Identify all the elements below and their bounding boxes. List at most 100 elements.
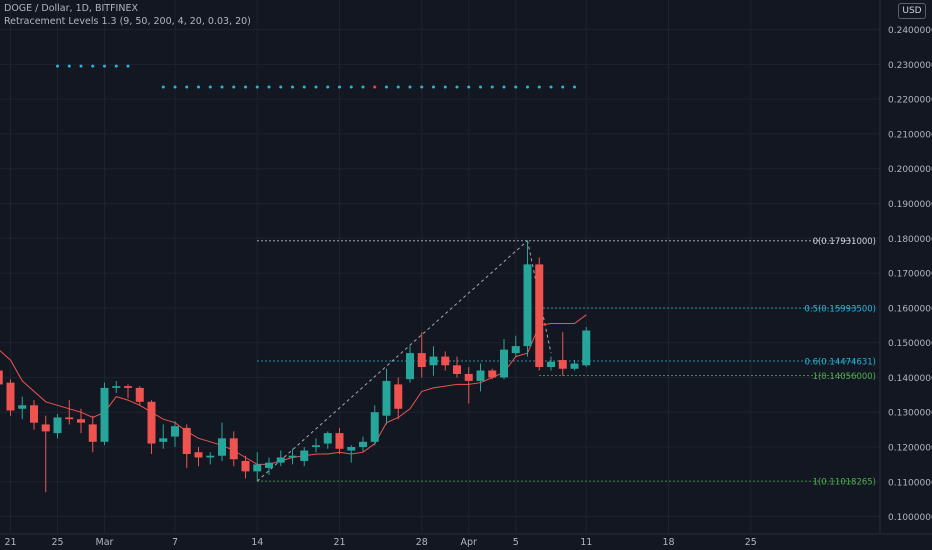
candle	[312, 438, 320, 453]
candle-body	[206, 455, 215, 458]
candle-body	[135, 387, 144, 402]
candle	[347, 445, 356, 463]
indicator-dot	[79, 64, 83, 68]
indicator-dot	[514, 85, 518, 89]
candle	[206, 452, 215, 465]
y-tick-label: 0.10000000	[888, 513, 932, 523]
candle-body	[511, 346, 520, 354]
candle-body	[312, 445, 320, 448]
candle-body	[112, 386, 121, 388]
candle	[535, 257, 544, 371]
candle-body	[558, 360, 567, 369]
indicator-dot	[549, 85, 553, 89]
candle	[370, 405, 379, 446]
indicator-dot	[126, 64, 130, 68]
fib-level-label: 0.6(0.14474631)	[804, 357, 876, 367]
candle-body	[159, 438, 168, 442]
candle-body	[523, 264, 532, 347]
candle	[229, 431, 238, 467]
indicator-dot	[338, 85, 341, 89]
indicator-dot	[526, 85, 529, 89]
indicator-dot	[479, 85, 482, 89]
y-tick-label: 0.19000000	[888, 200, 932, 210]
candles[interactable]	[0, 240, 591, 493]
candle-body	[18, 405, 27, 409]
candle	[182, 424, 191, 468]
candle	[253, 452, 262, 482]
candle-body	[124, 386, 132, 388]
symbol-title[interactable]: DOGE / Dollar, 1D, BITFINEX	[4, 3, 138, 14]
candle	[394, 377, 403, 420]
indicator-dot	[220, 85, 224, 89]
candle	[276, 450, 285, 467]
x-tick-label: 14	[251, 537, 263, 548]
candle-body	[547, 361, 555, 368]
indicator-dot	[432, 85, 435, 89]
candle	[570, 360, 579, 371]
y-tick-label: 0.23000000	[888, 61, 932, 71]
candle-body	[429, 356, 438, 366]
y-tick-label: 0.13000000	[888, 409, 932, 419]
candle	[18, 396, 27, 420]
price-axis[interactable]: 0.10000000 0.11000000 0.12000000 0.13000000…	[888, 26, 932, 523]
candle	[77, 408, 85, 434]
indicator-dot	[443, 85, 447, 89]
candle	[406, 346, 414, 383]
candle	[488, 368, 497, 380]
candle-body	[394, 384, 403, 409]
y-tick-label: 0.17000000	[888, 270, 932, 280]
candle	[135, 386, 144, 406]
candle-body	[535, 264, 544, 368]
indicator-title[interactable]: Retracement Levels 1.3 (9, 50, 200, 4, 2…	[4, 16, 251, 27]
indicator-dot	[232, 85, 236, 89]
indicator-dot	[537, 85, 541, 89]
x-tick-label: 25	[51, 537, 63, 548]
x-tick-label: 11	[580, 537, 592, 548]
candle	[124, 384, 132, 399]
candle-body	[65, 417, 74, 420]
chart-legend: DOGE / Dollar, 1D, BITFINEX Retracement …	[4, 2, 251, 28]
candle	[300, 447, 309, 467]
candle	[441, 351, 450, 371]
candle	[453, 356, 461, 378]
indicator-dot	[161, 85, 165, 89]
fib-level-label: 1(0.14056000)	[813, 372, 876, 382]
candle	[547, 356, 555, 371]
currency-badge[interactable]: USD	[898, 3, 926, 19]
candle-body	[6, 382, 15, 411]
indicator-dot	[208, 85, 212, 89]
indicator-dot	[467, 85, 471, 89]
y-tick-label: 0.14000000	[888, 374, 932, 384]
candle-body	[276, 457, 285, 463]
indicator-dot	[561, 85, 565, 89]
indicator-dot	[103, 64, 106, 68]
candle-body	[88, 424, 97, 442]
candle	[6, 379, 15, 416]
indicator-dot	[244, 85, 247, 89]
horizontal-grid	[0, 29, 880, 518]
candle-body	[194, 452, 203, 458]
candle-body	[300, 450, 309, 461]
indicator-dot	[408, 85, 412, 89]
candle	[382, 368, 391, 425]
candle	[112, 380, 121, 394]
candle	[558, 332, 567, 376]
candle-body	[171, 426, 179, 437]
fib-level-label: 0(0.17931000)	[813, 237, 876, 247]
indicator-dot	[173, 85, 177, 89]
time-axis[interactable]: 21 25 Mar 7 14 21 28 Apr 5 11 18 25	[4, 537, 756, 548]
indicator-dot	[385, 85, 388, 89]
candle-body	[253, 464, 262, 472]
candle	[429, 346, 438, 376]
candle	[476, 363, 485, 392]
candle	[523, 240, 532, 357]
candle-body	[453, 365, 461, 374]
candle-body	[41, 424, 50, 432]
candle-body	[0, 370, 3, 385]
candle-body	[323, 433, 332, 444]
indicator-dot	[197, 85, 200, 89]
x-tick-label: Apr	[461, 537, 478, 548]
candle	[288, 448, 297, 465]
candle-body	[382, 380, 391, 416]
